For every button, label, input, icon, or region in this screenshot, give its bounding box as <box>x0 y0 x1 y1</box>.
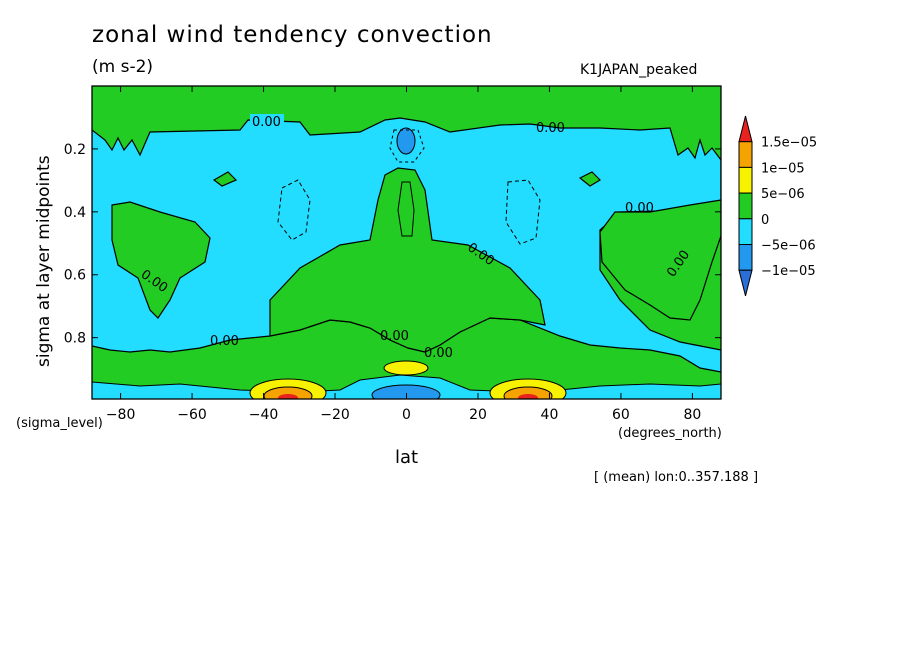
colorbar-arrow-bottom <box>738 269 753 297</box>
x-tick-label: 40 <box>541 407 559 423</box>
colorbar-label: 0 <box>761 213 769 228</box>
y-coord-label: (sigma_level) <box>16 416 103 431</box>
axes: −80 −60 −40 −20 0 20 40 60 80 0.2 0.4 0.6 0.8 <box>64 86 721 423</box>
region-central-plume <box>269 167 546 353</box>
y-tick-label: 0.2 <box>64 142 86 158</box>
chart-title: zonal wind tendency convection <box>92 22 493 48</box>
contour-label: 0.00 <box>380 329 409 344</box>
region-upper-equatorial <box>396 127 416 155</box>
run-label: K1JAPAN_peaked <box>580 62 698 78</box>
y-tick-label: 0.4 <box>64 205 86 221</box>
region-min-equator <box>371 384 441 399</box>
x-tick-label: 80 <box>683 407 701 423</box>
colorbar-segment <box>738 141 753 168</box>
colorbar-segment <box>738 166 753 194</box>
dashed-contour-left <box>277 179 311 241</box>
colorbar-arrow-top <box>738 115 753 143</box>
contour-field <box>92 86 721 399</box>
chart-units: (m s-2) <box>92 57 154 77</box>
dashed-contour-top <box>389 129 425 163</box>
colorbar-segment <box>738 192 753 220</box>
region-right-arm <box>599 199 721 321</box>
contour-label: 0.00 <box>625 201 654 216</box>
contour-label: 0.00 <box>252 115 281 130</box>
colorbar-segment <box>738 244 753 271</box>
x-tick-label: 60 <box>612 407 630 423</box>
region-left-arm <box>111 201 211 319</box>
colorbar-label: 1.5e−05 <box>761 136 817 151</box>
region-max-south-core <box>278 394 298 399</box>
x-tick-label: −60 <box>177 407 207 423</box>
x-axis-label: lat <box>395 447 419 468</box>
mean-note: [ (mean) lon:0..357.188 ] <box>594 470 759 485</box>
y-tick-label: 0.8 <box>64 331 86 347</box>
region-max-north-core <box>518 394 538 399</box>
colorbar-label: −1e−05 <box>761 264 816 279</box>
region-blob-left <box>212 171 238 187</box>
contour-plume-core <box>397 181 415 237</box>
x-tick-label: −80 <box>106 407 136 423</box>
colorbar-label: 5e−06 <box>761 187 805 202</box>
x-tick-label: 20 <box>469 407 487 423</box>
colorbar-segment <box>738 218 753 246</box>
y-tick-label: 0.6 <box>64 268 86 284</box>
x-tick-label: 0 <box>402 407 411 423</box>
x-tick-label: −40 <box>249 407 279 423</box>
contour-label: 0.00 <box>536 121 565 136</box>
contour-label: 0.00 <box>210 334 239 349</box>
region-max-north-mid <box>503 386 553 399</box>
x-tick-label: −20 <box>320 407 350 423</box>
contour-label: 0.00 <box>424 346 453 361</box>
contour-labels: 0.00 0.00 0.00 0.00 0.00 0.00 0.00 0.00 … <box>138 114 693 361</box>
colorbar-label: 1e−05 <box>761 161 805 176</box>
region-blob-right <box>578 171 601 187</box>
x-coord-label: (degrees_north) <box>618 426 722 441</box>
colorbar: 1.5e−05 1e−05 5e−06 0 −5e−06 −1e−05 <box>738 115 817 297</box>
colorbar-label: −5e−06 <box>761 239 816 254</box>
region-equatorial-positive <box>383 360 429 376</box>
